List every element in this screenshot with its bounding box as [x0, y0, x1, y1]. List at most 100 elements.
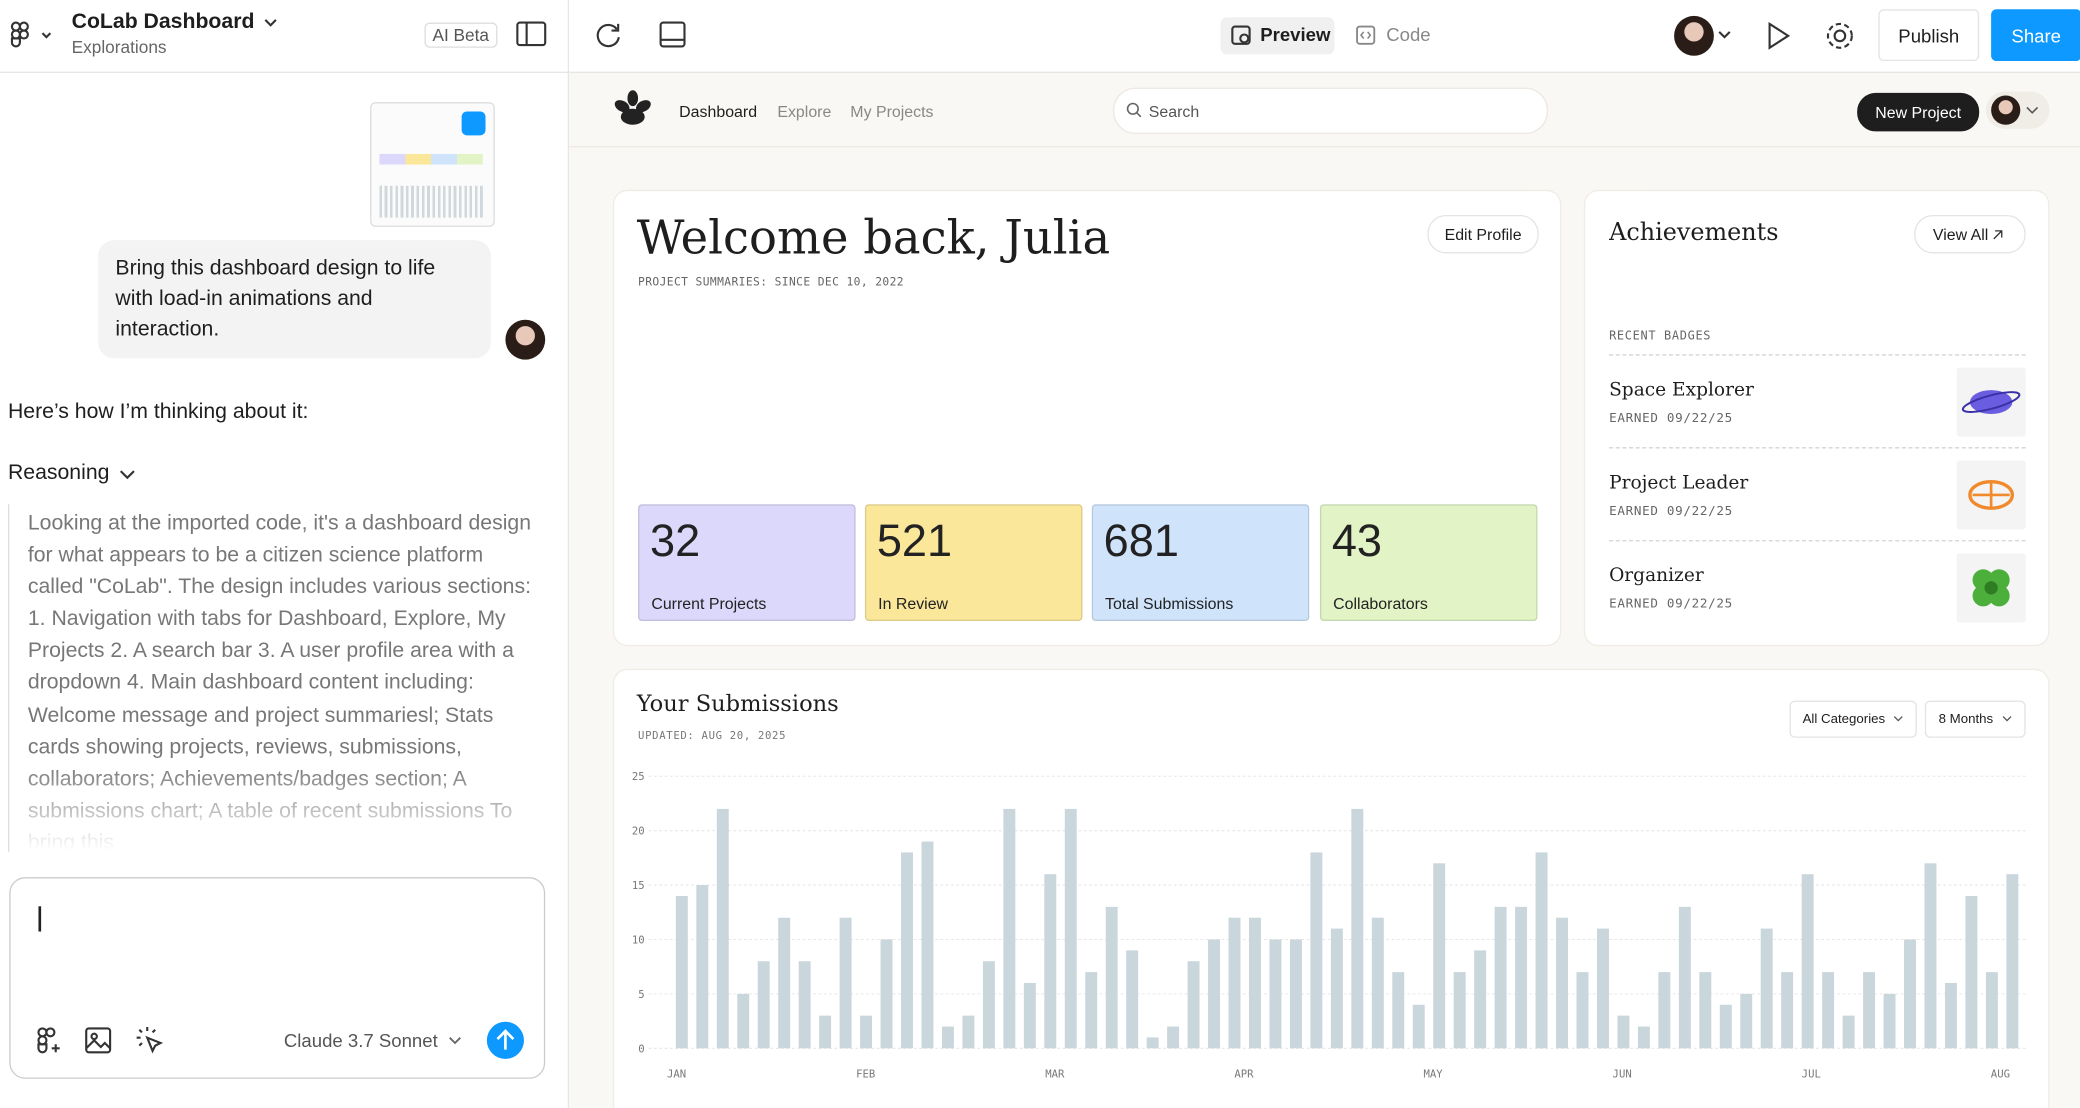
bar	[1392, 972, 1405, 1049]
badge-earned: EARNED 09/22/25	[1609, 597, 1733, 612]
bar	[1842, 1015, 1855, 1049]
y-tick-label: 15	[632, 879, 645, 892]
settings[interactable]	[1823, 19, 1857, 54]
app-bar	[0, 0, 2080, 73]
chevron	[2002, 716, 2011, 722]
bar	[1678, 906, 1691, 1049]
bar	[1781, 972, 1794, 1049]
bar	[1617, 1015, 1630, 1049]
x-tick-label: FEB	[856, 1067, 875, 1080]
bar	[1310, 852, 1323, 1049]
refresh[interactable]	[594, 21, 623, 50]
badge-row[interactable]: Space Explorer EARNED 09/22/25	[1609, 354, 2026, 448]
model-select[interactable]: Claude 3.7 Sonnet	[283, 1029, 438, 1051]
badge-earned: EARNED 09/22/25	[1609, 504, 1733, 519]
bar	[1003, 808, 1016, 1049]
panel-toggle[interactable]	[516, 21, 548, 48]
chevron	[264, 19, 277, 27]
bar	[1433, 863, 1446, 1049]
bar	[1944, 983, 1957, 1049]
preview-tab[interactable]: Preview	[1260, 23, 1331, 46]
site-logo[interactable]	[613, 88, 653, 130]
reply-intro: Here’s how I’m thinking about it:	[7, 400, 309, 424]
nav-link[interactable]: Explore	[777, 102, 832, 121]
bar	[1126, 950, 1139, 1049]
stat-card[interactable]: 43 Collaborators	[1319, 504, 1538, 622]
badge-row[interactable]: Organizer EARNED 09/22/25	[1609, 540, 2026, 634]
welcome-subtitle: PROJECT SUMMARIES: SINCE DEC 10, 2022	[638, 276, 904, 290]
bar	[1105, 906, 1118, 1049]
code-tab[interactable]: Code	[1386, 23, 1431, 46]
bar	[1822, 972, 1835, 1049]
chevron	[449, 1037, 461, 1045]
bar	[1187, 961, 1200, 1049]
badge-art	[1972, 569, 2010, 607]
stat-label: Total Submissions	[1104, 594, 1234, 614]
play[interactable]	[1762, 20, 1794, 52]
site-nav	[569, 73, 2080, 148]
attachment-thumbnail[interactable]	[370, 102, 495, 227]
category-filter[interactable]: All Categories	[1789, 700, 1917, 738]
user-avatar[interactable]	[1674, 15, 1714, 56]
bar	[1371, 917, 1384, 1049]
layout-toggle[interactable]	[658, 20, 687, 49]
bar	[1269, 939, 1282, 1049]
bar	[757, 961, 770, 1049]
bar	[1965, 895, 1978, 1049]
thumbnail-icon	[461, 111, 486, 136]
edit-profile-button[interactable]: Edit Profile	[1427, 214, 1539, 254]
chat-input[interactable]	[9, 877, 546, 1079]
figma-attach[interactable]	[34, 1026, 63, 1055]
badge-name: Space Explorer	[1609, 379, 1754, 401]
bar	[696, 885, 709, 1049]
bar	[1658, 972, 1671, 1049]
select-element[interactable]	[134, 1024, 166, 1056]
new-project-button[interactable]: New Project	[1857, 92, 1980, 132]
x-tick-label: JUL	[1802, 1067, 1821, 1080]
share-button[interactable]: Share	[1991, 9, 2080, 62]
welcome-title: Welcome back, Julia	[636, 212, 1111, 266]
view-all-button[interactable]: View All	[1914, 214, 2026, 254]
y-tick-label: 25	[632, 770, 645, 783]
chevron	[1893, 716, 1903, 722]
send-button[interactable]	[486, 1020, 526, 1060]
publish-button[interactable]: Publish	[1878, 9, 1980, 62]
filter-label: 8 Months	[1938, 711, 1994, 727]
bar	[1637, 1026, 1650, 1049]
user-message: Bring this dashboard design to life with…	[98, 240, 491, 359]
bar	[1412, 1004, 1425, 1049]
stat-card[interactable]: 681 Total Submissions	[1091, 504, 1310, 622]
bar	[1576, 972, 1589, 1049]
menu-logo[interactable]	[8, 21, 56, 50]
reasoning-toggle[interactable]: Reasoning	[7, 461, 110, 485]
bar	[1208, 939, 1221, 1049]
chevron	[119, 470, 135, 480]
badge-name: Project Leader	[1609, 472, 1749, 494]
stat-value: 521	[876, 516, 953, 567]
ai-badge: AI Beta	[424, 22, 497, 48]
search-field[interactable]	[1112, 87, 1549, 135]
arrow-icon	[1993, 229, 2003, 239]
nav-link[interactable]: My Projects	[850, 102, 934, 121]
bar	[1167, 1026, 1180, 1049]
stat-card[interactable]: 521 In Review	[864, 504, 1083, 622]
thumbnail-stats	[379, 153, 483, 165]
preview-tab-bg	[1220, 17, 1335, 55]
bar	[819, 1015, 832, 1049]
nav-link[interactable]: Dashboard	[679, 102, 758, 121]
bar	[1064, 808, 1077, 1049]
bar	[1494, 906, 1507, 1049]
range-filter[interactable]: 8 Months	[1924, 700, 2026, 738]
y-tick-label: 10	[632, 933, 645, 946]
bar	[1863, 972, 1876, 1049]
image-attach[interactable]	[84, 1026, 113, 1055]
badge-row[interactable]: Project Leader EARNED 09/22/25	[1609, 447, 2026, 541]
badge-earned: EARNED 09/22/25	[1609, 411, 1733, 426]
stat-card[interactable]: 32 Current Projects	[638, 504, 856, 622]
search-icon	[1126, 102, 1142, 118]
stat-value: 43	[1331, 516, 1383, 567]
preview-icon	[1231, 25, 1251, 45]
file-title[interactable]: CoLab Dashboard	[71, 10, 255, 34]
bar	[921, 841, 934, 1049]
